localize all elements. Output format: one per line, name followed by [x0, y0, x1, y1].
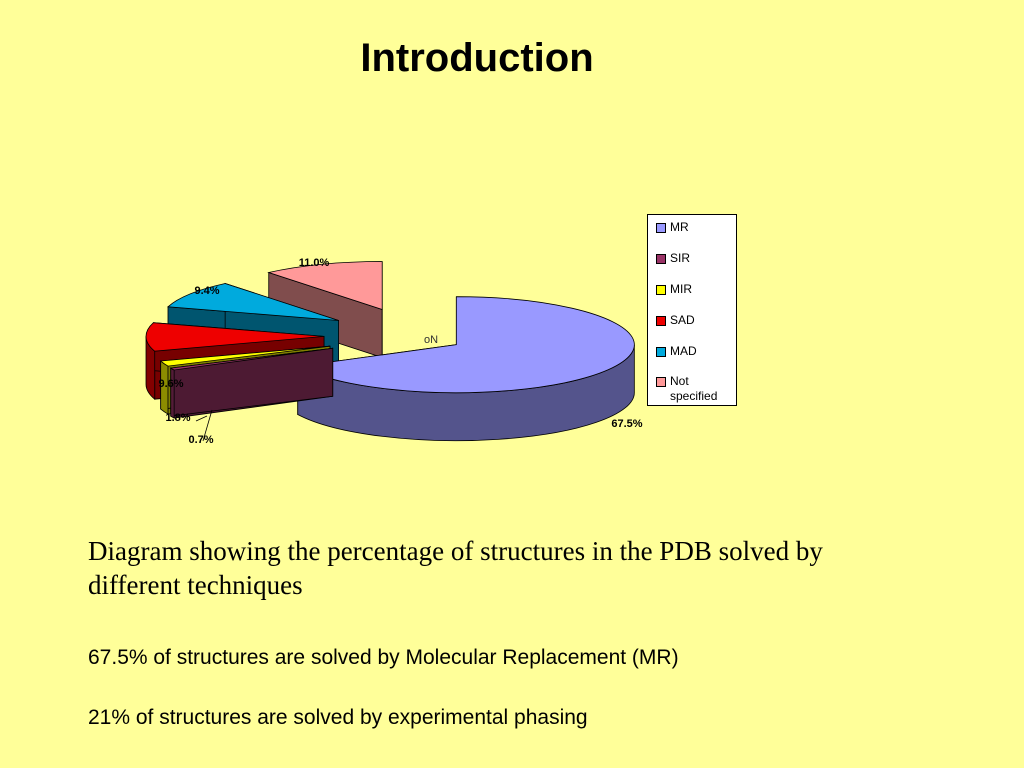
legend-item-mr: MR: [656, 220, 736, 235]
legend-swatch-mad: [656, 347, 666, 357]
pie-slice-mr: [296, 296, 635, 442]
legend-swatch-sir: [656, 254, 666, 264]
legend-label-mr: MR: [670, 220, 689, 234]
data-label-sir: 0.7%: [188, 434, 213, 446]
chart-legend: MR SIR MIR SAD MAD Not specified: [647, 214, 737, 406]
legend-label-mir: MIR: [670, 282, 692, 296]
data-label-sad: 9.6%: [158, 378, 183, 390]
data-label-mir: 1.8%: [165, 412, 190, 424]
slide-title: Introduction: [360, 36, 594, 80]
fact-experimental-phasing: 21% of structures are solved by experime…: [88, 706, 588, 729]
legend-item-sad: SAD: [656, 313, 736, 328]
legend-swatch-sad: [656, 316, 666, 326]
legend-swatch-mir: [656, 285, 666, 295]
legend-swatch-not-specified: [656, 377, 666, 387]
legend-label-not-specified: Not specified: [670, 374, 718, 403]
legend-label-mad: MAD: [670, 344, 697, 358]
chart-annotation: oN: [424, 334, 438, 346]
data-label-mad: 9.4%: [194, 285, 219, 297]
pie-chart: 67.5% 0.7% 1.8% 9.6% 9.4% 11.0% oN: [145, 257, 643, 446]
chart-caption: Diagram showing the percentage of struct…: [88, 536, 823, 600]
leader-line-sir: [202, 409, 213, 442]
legend-item-mir: MIR: [656, 282, 736, 297]
data-label-mr: 67.5%: [611, 418, 642, 430]
legend-item-mad: MAD: [656, 344, 736, 359]
legend-swatch-mr: [656, 223, 666, 233]
legend-item-sir: SIR: [656, 251, 736, 266]
fact-mr: 67.5% of structures are solved by Molecu…: [88, 646, 679, 669]
legend-item-not-specified: Not specified: [656, 374, 736, 404]
legend-label-sir: SIR: [670, 251, 691, 265]
leader-line-mir: [195, 415, 208, 422]
pie-slice-sir: [169, 347, 334, 419]
legend-label-sad: SAD: [670, 313, 695, 327]
data-label-not-specified: 11.0%: [299, 257, 330, 269]
